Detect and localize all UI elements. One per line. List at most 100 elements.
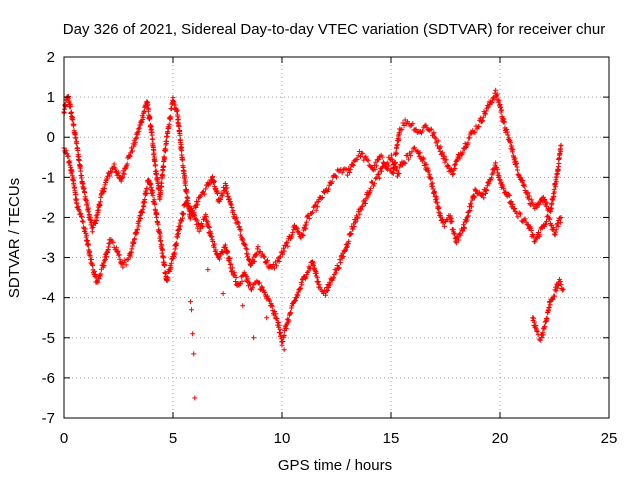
y-axis-label: SDTVAR / TECUs	[6, 178, 23, 298]
data-point	[552, 293, 557, 299]
data-point	[237, 232, 243, 238]
data-point	[299, 282, 305, 288]
data-point	[142, 197, 148, 203]
data-point	[506, 193, 512, 199]
data-point	[227, 256, 233, 262]
data-point	[165, 276, 171, 282]
data-point	[120, 168, 126, 174]
data-point	[441, 153, 447, 159]
data-point	[113, 245, 119, 251]
data-point	[469, 130, 475, 136]
data-point	[182, 172, 188, 178]
data-point	[92, 269, 98, 275]
data-point	[536, 202, 542, 208]
data-point	[349, 162, 355, 168]
data-point	[548, 222, 554, 228]
data-point	[417, 150, 423, 156]
data-point	[278, 254, 284, 260]
y-tick-label: -5	[42, 330, 55, 347]
data-point	[267, 298, 273, 304]
data-point	[88, 217, 94, 223]
data-point	[408, 153, 414, 159]
data-point	[433, 199, 439, 205]
data-point	[161, 163, 167, 169]
data-point	[449, 219, 455, 225]
data-point	[277, 329, 283, 335]
data-point	[236, 224, 242, 230]
data-point	[394, 168, 400, 174]
data-point	[245, 276, 251, 282]
data-point	[148, 184, 154, 190]
x-tick-label: 15	[383, 430, 400, 447]
data-point	[531, 319, 537, 325]
data-point	[220, 249, 226, 255]
data-point	[460, 149, 466, 155]
data-point	[163, 138, 169, 144]
data-point	[224, 185, 230, 191]
data-point	[504, 129, 510, 135]
data-point	[388, 166, 394, 172]
data-point	[135, 131, 141, 137]
data-point	[427, 127, 433, 133]
data-point	[389, 152, 395, 158]
data-point	[285, 243, 291, 249]
data-point	[68, 164, 74, 170]
data-point	[71, 121, 77, 127]
data-point	[147, 115, 153, 121]
data-point	[498, 104, 504, 110]
data-point	[101, 188, 107, 194]
data-point	[271, 265, 277, 271]
data-point	[115, 169, 121, 175]
data-point	[262, 289, 268, 295]
data-point	[529, 197, 535, 203]
data-point	[546, 305, 552, 311]
data-point	[303, 226, 309, 232]
data-point	[159, 242, 165, 248]
data-point	[484, 187, 490, 193]
y-tick-label: -3	[42, 250, 55, 267]
data-point	[459, 228, 465, 234]
data-point	[355, 153, 361, 159]
data-point	[347, 169, 353, 175]
data-point	[185, 201, 191, 207]
data-point	[342, 247, 348, 253]
data-point	[372, 166, 378, 172]
data-point	[493, 93, 499, 99]
data-point	[229, 205, 235, 211]
data-point	[210, 239, 216, 245]
data-point	[400, 120, 406, 126]
data-point	[477, 115, 483, 121]
data-point	[83, 198, 89, 204]
data-point	[447, 213, 453, 219]
data-point	[326, 186, 332, 192]
data-point	[96, 207, 102, 213]
data-point	[557, 219, 563, 225]
data-point	[354, 156, 360, 162]
data-point	[194, 218, 200, 224]
data-point	[77, 211, 83, 217]
data-point	[124, 161, 130, 167]
data-point	[206, 223, 212, 229]
data-point	[198, 192, 204, 198]
x-tick-label: 25	[601, 430, 618, 447]
data-point	[399, 126, 405, 132]
data-point	[235, 220, 241, 226]
data-point	[464, 217, 470, 223]
data-point	[335, 167, 341, 173]
data-point	[97, 199, 103, 205]
data-point	[292, 298, 298, 304]
data-point	[132, 236, 138, 242]
data-point	[316, 282, 322, 288]
data-point	[396, 136, 402, 142]
data-point	[68, 109, 74, 115]
data-point	[432, 134, 438, 140]
data-point	[76, 208, 82, 214]
data-point	[402, 160, 408, 166]
data-point	[121, 260, 127, 266]
data-point	[379, 164, 385, 170]
data-point	[525, 190, 531, 196]
data-point	[175, 116, 181, 122]
data-point	[199, 224, 205, 230]
data-point	[200, 223, 206, 229]
data-point	[554, 221, 560, 227]
